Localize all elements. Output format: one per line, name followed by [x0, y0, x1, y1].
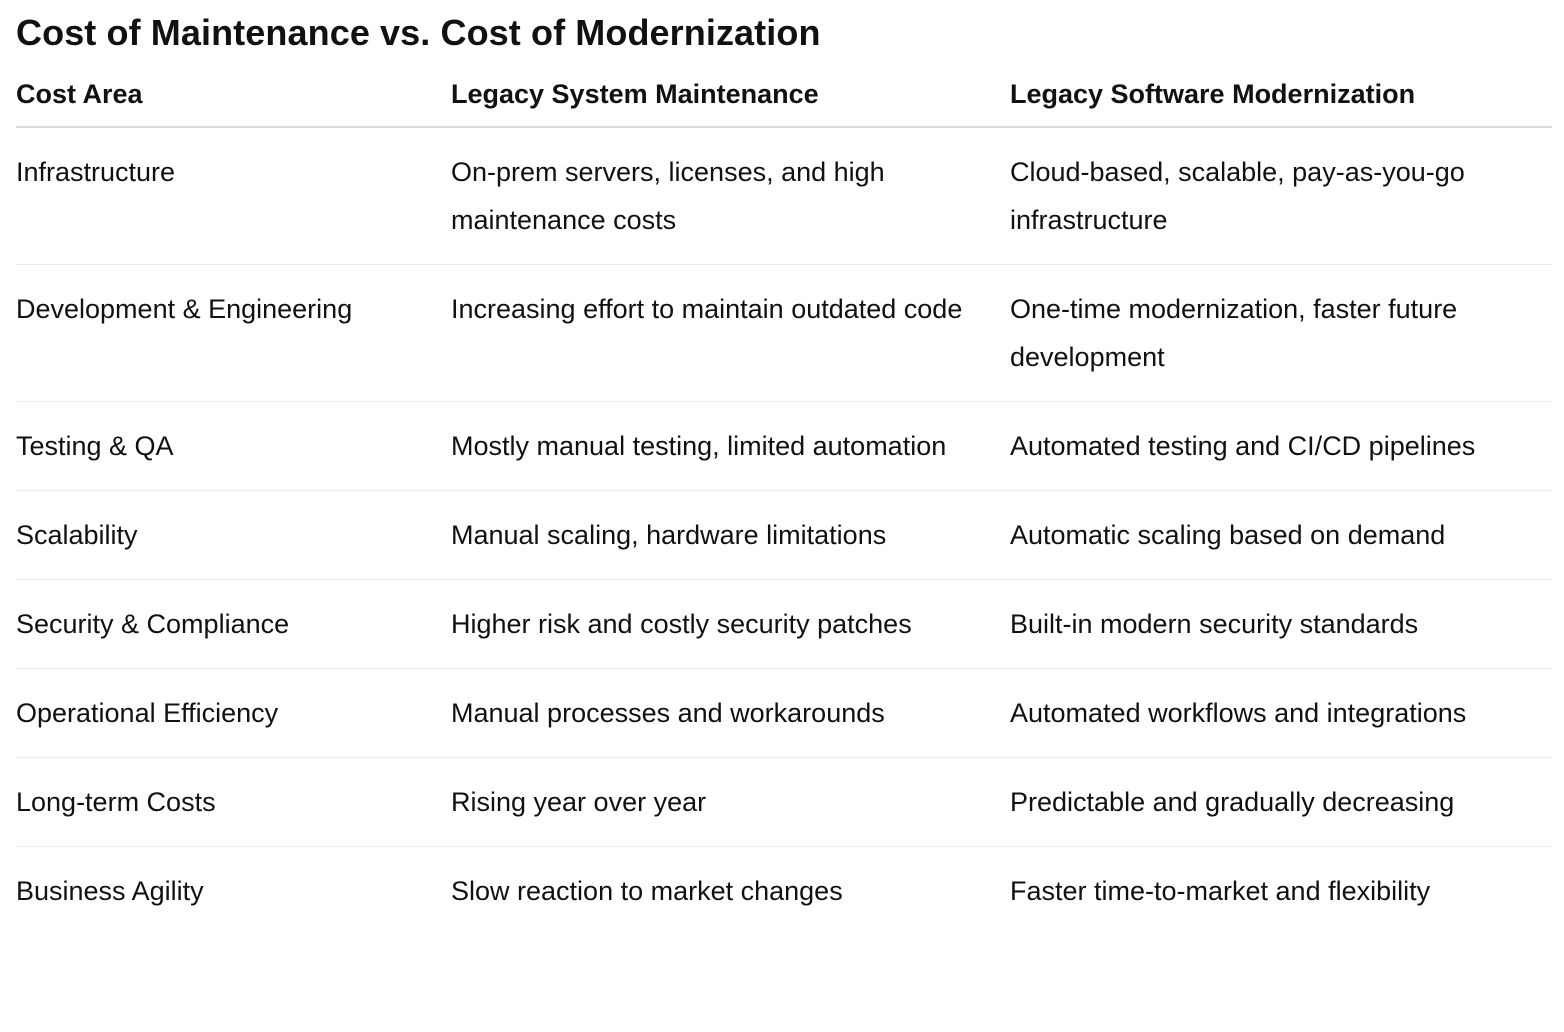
table-row: Infrastructure On-prem servers, licenses… — [16, 127, 1552, 265]
modernization-cell: Automated testing and CI/CD pipelines — [1010, 401, 1552, 491]
document: Cost of Maintenance vs. Cost of Moderniz… — [16, 0, 1552, 935]
maintenance-cell: On-prem servers, licenses, and high main… — [451, 127, 1010, 265]
cost-area-cell: Business Agility — [16, 876, 204, 906]
column-header-cost-area: Cost Area — [16, 73, 451, 128]
table-header-row: Cost Area Legacy System Maintenance Lega… — [16, 73, 1552, 128]
cost-area-cell: Security & Compliance — [16, 579, 451, 669]
column-header-legacy-modernization: Legacy Software Modernization — [1010, 73, 1552, 128]
maintenance-cell: Rising year over year — [451, 757, 1010, 847]
cost-area-cell: Testing & QA — [16, 401, 451, 491]
modernization-cell: Built-in modern security standards — [1010, 579, 1552, 669]
table-row: Security & Compliance Higher risk and co… — [16, 579, 1552, 669]
table-row: Testing & QA Mostly manual testing, limi… — [16, 401, 1552, 491]
cost-area-cell: Scalability — [16, 490, 451, 580]
maintenance-cell: Mostly manual testing, limited automatio… — [451, 401, 1010, 491]
table-row: Long-term Costs Rising year over year Pr… — [16, 757, 1552, 847]
cost-area-cell: Infrastructure — [16, 127, 451, 265]
modernization-cell: Cloud-based, scalable, pay-as-you-go inf… — [1010, 127, 1552, 265]
maintenance-cell: Higher risk and costly security patches — [451, 579, 1010, 669]
modernization-cell: Automated workflows and integrations — [1010, 668, 1552, 758]
modernization-cell: One-time modernization, faster future de… — [1010, 264, 1552, 402]
table-row: Business Agility Slow reaction to market… — [16, 847, 1552, 936]
cost-area-cell: Operational Efficiency — [16, 668, 451, 758]
maintenance-cell: Slow reaction to market changes — [451, 876, 843, 906]
cost-area-cell: Development & Engineering — [16, 264, 451, 402]
table-row: Scalability Manual scaling, hardware lim… — [16, 490, 1552, 580]
maintenance-cell: Increasing effort to maintain outdated c… — [451, 264, 1010, 402]
column-header-legacy-maintenance: Legacy System Maintenance — [451, 73, 1010, 128]
page-title: Cost of Maintenance vs. Cost of Moderniz… — [16, 12, 821, 53]
modernization-cell: Faster time-to-market and flexibility — [1010, 876, 1431, 906]
table-row: Development & Engineering Increasing eff… — [16, 264, 1552, 402]
modernization-cell: Predictable and gradually decreasing — [1010, 757, 1552, 847]
maintenance-cell: Manual scaling, hardware limitations — [451, 490, 1010, 580]
table-row: Operational Efficiency Manual processes … — [16, 668, 1552, 758]
comparison-table: Cost Area Legacy System Maintenance Lega… — [16, 73, 1552, 935]
modernization-cell: Automatic scaling based on demand — [1010, 490, 1552, 580]
maintenance-cell: Manual processes and workarounds — [451, 668, 1010, 758]
cost-area-cell: Long-term Costs — [16, 757, 451, 847]
